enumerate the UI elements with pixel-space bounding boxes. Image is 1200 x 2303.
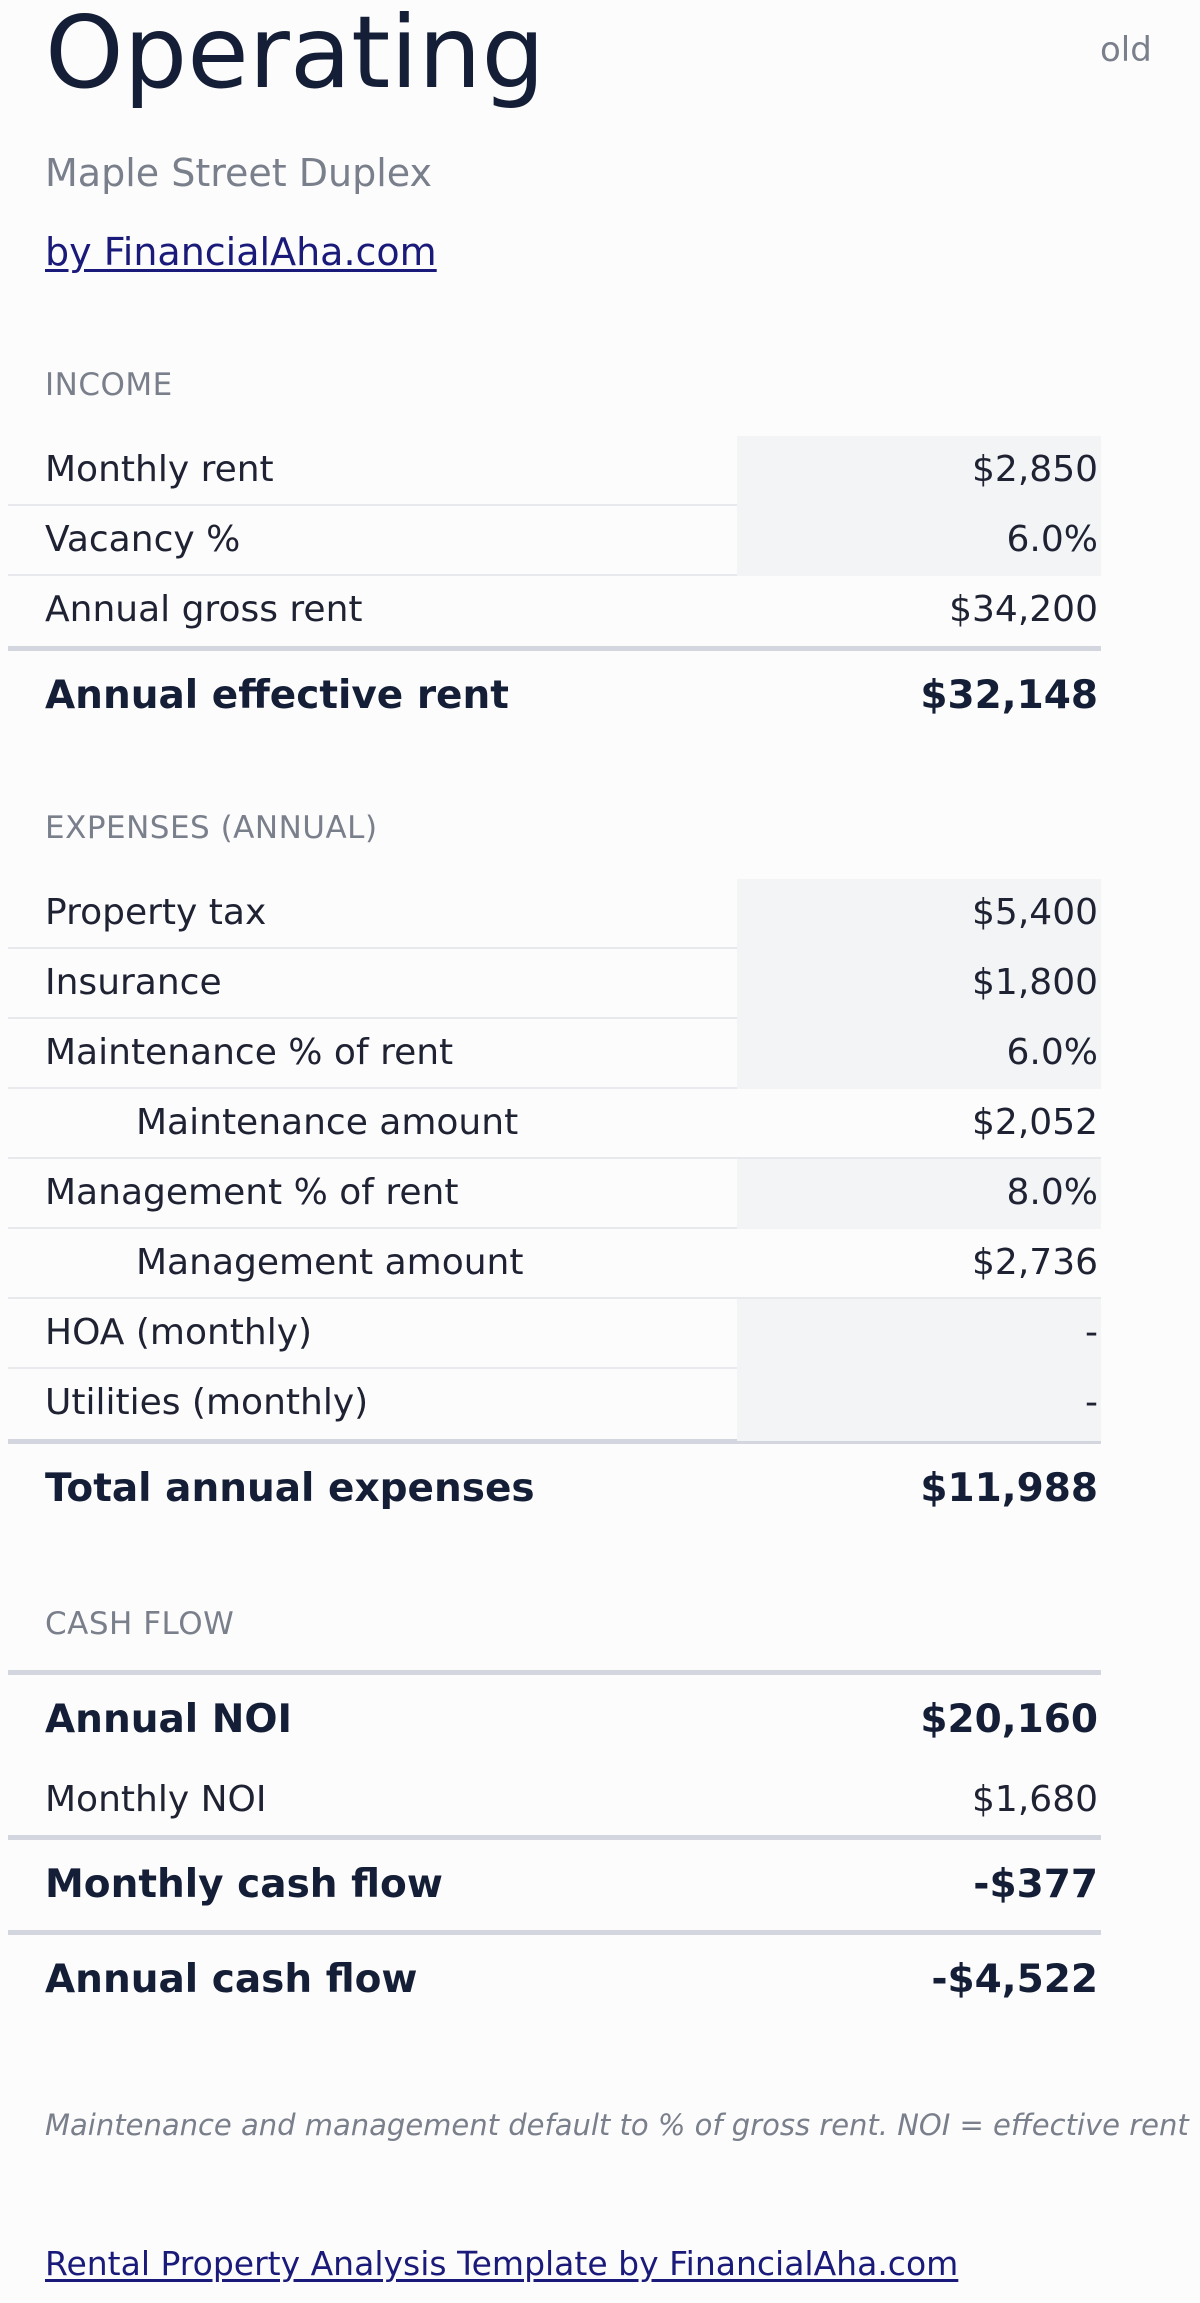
total-value: $11,988 bbox=[920, 1466, 1098, 1511]
footer-link[interactable]: Rental Property Analysis Template by Fin… bbox=[45, 2244, 959, 2283]
total-divider bbox=[8, 1670, 1101, 1675]
row-value[interactable]: $1,800 bbox=[972, 962, 1098, 1003]
total-value: -$377 bbox=[973, 1862, 1098, 1907]
input-cell[interactable] bbox=[737, 506, 1101, 576]
footnote: Maintenance and management default to % … bbox=[45, 2108, 1189, 2142]
row-value: $2,736 bbox=[972, 1242, 1098, 1283]
row-value[interactable]: $2,850 bbox=[972, 449, 1098, 490]
total-divider bbox=[8, 646, 1101, 651]
expense-row-management-pct[interactable]: Management % of rent 8.0% bbox=[8, 1159, 1101, 1229]
property-name: Maple Street Duplex bbox=[45, 151, 432, 195]
row-label: Monthly NOI bbox=[45, 1779, 267, 1820]
row-value[interactable]: - bbox=[1085, 1312, 1098, 1353]
expenses-section-label: EXPENSES (ANNUAL) bbox=[45, 810, 378, 846]
annual-cash-flow-row: Annual cash flow -$4,522 bbox=[8, 1935, 1101, 2025]
income-row-annual-gross-rent: Annual gross rent $34,200 bbox=[8, 576, 1101, 646]
total-label: Annual NOI bbox=[45, 1697, 293, 1742]
row-label: Monthly rent bbox=[45, 449, 274, 490]
row-value[interactable]: - bbox=[1085, 1382, 1098, 1423]
income-table: Monthly rent $2,850 Vacancy % 6.0% Annua… bbox=[8, 436, 1101, 741]
row-value[interactable]: 6.0% bbox=[1006, 1032, 1098, 1073]
row-label: Maintenance amount bbox=[136, 1102, 519, 1143]
input-cell[interactable] bbox=[737, 1019, 1101, 1089]
row-value: $2,052 bbox=[972, 1102, 1098, 1143]
input-cell[interactable] bbox=[737, 949, 1101, 1019]
expense-row-utilities[interactable]: Utilities (monthly) - bbox=[8, 1369, 1101, 1441]
expense-row-maintenance-pct[interactable]: Maintenance % of rent 6.0% bbox=[8, 1019, 1101, 1089]
expense-row-maintenance-amount: Maintenance amount $2,052 bbox=[8, 1089, 1101, 1159]
income-total-row: Annual effective rent $32,148 bbox=[8, 651, 1101, 741]
expense-row-hoa[interactable]: HOA (monthly) - bbox=[8, 1299, 1101, 1369]
total-value: $32,148 bbox=[920, 673, 1098, 718]
annual-noi-row: Annual NOI $20,160 bbox=[8, 1675, 1101, 1765]
total-divider bbox=[8, 1930, 1101, 1935]
page-title: Operating bbox=[45, 0, 545, 111]
total-label: Annual effective rent bbox=[45, 673, 509, 718]
row-label: Annual gross rent bbox=[45, 589, 363, 630]
row-label: Maintenance % of rent bbox=[45, 1032, 454, 1073]
expense-row-property-tax[interactable]: Property tax $5,400 bbox=[8, 879, 1101, 949]
row-value[interactable]: $5,400 bbox=[972, 892, 1098, 933]
expenses-table: Property tax $5,400 Insurance $1,800 Mai… bbox=[8, 879, 1101, 1534]
expense-row-management-amount: Management amount $2,736 bbox=[8, 1229, 1101, 1299]
row-label: Insurance bbox=[45, 962, 222, 1003]
row-label: Management % of rent bbox=[45, 1172, 459, 1213]
monthly-noi-row: Monthly NOI $1,680 bbox=[8, 1765, 1101, 1835]
row-value: $34,200 bbox=[949, 589, 1098, 630]
row-value[interactable]: 8.0% bbox=[1006, 1172, 1098, 1213]
row-value[interactable]: 6.0% bbox=[1006, 519, 1098, 560]
income-row-vacancy[interactable]: Vacancy % 6.0% bbox=[8, 506, 1101, 576]
row-label: Vacancy % bbox=[45, 519, 241, 560]
row-label: HOA (monthly) bbox=[45, 1312, 313, 1353]
expenses-total-row: Total annual expenses $11,988 bbox=[8, 1444, 1101, 1534]
byline-link[interactable]: by FinancialAha.com bbox=[45, 230, 437, 274]
row-label: Property tax bbox=[45, 892, 267, 933]
row-label: Management amount bbox=[136, 1242, 524, 1283]
total-label: Monthly cash flow bbox=[45, 1862, 443, 1907]
cash-flow-section-label: CASH FLOW bbox=[45, 1606, 235, 1642]
input-cell[interactable] bbox=[737, 1299, 1101, 1369]
income-row-monthly-rent[interactable]: Monthly rent $2,850 bbox=[8, 436, 1101, 506]
expense-row-insurance[interactable]: Insurance $1,800 bbox=[8, 949, 1101, 1019]
total-value: -$4,522 bbox=[931, 1957, 1098, 2002]
total-label: Total annual expenses bbox=[45, 1466, 535, 1511]
old-tag[interactable]: old bbox=[1100, 30, 1152, 70]
cash-flow-table: Annual NOI $20,160 Monthly NOI $1,680 Mo… bbox=[8, 1670, 1101, 2025]
row-label: Utilities (monthly) bbox=[45, 1382, 369, 1423]
total-divider bbox=[8, 1439, 1101, 1444]
input-cell[interactable] bbox=[737, 1369, 1101, 1441]
total-value: $20,160 bbox=[920, 1697, 1098, 1742]
total-divider bbox=[8, 1835, 1101, 1840]
input-cell[interactable] bbox=[737, 436, 1101, 506]
monthly-cash-flow-row: Monthly cash flow -$377 bbox=[8, 1840, 1101, 1930]
input-cell[interactable] bbox=[737, 879, 1101, 949]
income-section-label: INCOME bbox=[45, 367, 173, 403]
total-label: Annual cash flow bbox=[45, 1957, 418, 2002]
row-value: $1,680 bbox=[972, 1779, 1098, 1820]
input-cell[interactable] bbox=[737, 1159, 1101, 1229]
